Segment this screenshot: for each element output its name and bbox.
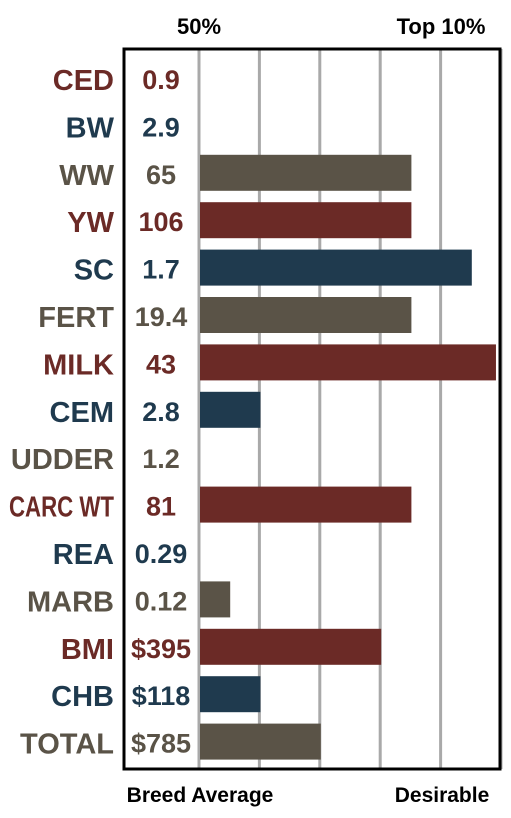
trait-label: MARB bbox=[27, 586, 114, 618]
value-label: 2.9 bbox=[142, 112, 180, 142]
value-label: $395 bbox=[131, 634, 191, 664]
bars bbox=[200, 154, 496, 760]
value-label: 1.7 bbox=[142, 255, 180, 285]
trait-label: TOTAL bbox=[20, 729, 114, 761]
footer-label-breed-average: Breed Average bbox=[127, 784, 274, 807]
value-label: 0.29 bbox=[135, 539, 188, 569]
trait-label: BW bbox=[66, 112, 115, 144]
trait-label: SC bbox=[74, 255, 114, 287]
value-label: 2.8 bbox=[142, 397, 180, 427]
trait-label: MILK bbox=[43, 349, 114, 381]
chart-frame bbox=[122, 47, 502, 771]
value-label: $785 bbox=[131, 729, 191, 759]
bar-total bbox=[200, 723, 321, 760]
value-label: 19.4 bbox=[135, 302, 188, 332]
trait-label: CHB bbox=[51, 681, 114, 713]
value-label: 106 bbox=[138, 207, 183, 237]
value-label: $118 bbox=[132, 681, 191, 711]
bar-cem bbox=[200, 391, 261, 428]
trait-label: YW bbox=[67, 207, 114, 239]
trait-label: UDDER bbox=[11, 444, 114, 476]
value-label: 81 bbox=[146, 492, 176, 522]
trait-label: BMI bbox=[61, 634, 114, 666]
bar-fert bbox=[200, 297, 412, 333]
trait-label: CEM bbox=[50, 397, 114, 429]
bar-yw bbox=[200, 202, 412, 239]
bar-marb bbox=[200, 581, 231, 618]
trait-label: WW bbox=[59, 160, 114, 192]
row-labels: CED 0.9 BW 2.9 WW 65 YW 106 SC 1.7 FERT 19.4 MILK 43 C… bbox=[9, 65, 191, 761]
value-label: 0.12 bbox=[135, 586, 188, 616]
bar-ww bbox=[200, 154, 412, 191]
trait-label: FERT bbox=[38, 302, 114, 334]
value-label: 1.2 bbox=[142, 444, 180, 474]
header-label-50-percent: 50% bbox=[177, 14, 221, 39]
bar-chb bbox=[200, 676, 261, 713]
bar-carc-wt bbox=[200, 486, 412, 523]
value-label: 0.9 bbox=[142, 65, 180, 95]
trait-label: CARC WT bbox=[9, 492, 114, 524]
header-label-top-10-percent: Top 10% bbox=[397, 14, 486, 39]
bar-milk bbox=[200, 344, 496, 381]
footer-label-desirable: Desirable bbox=[395, 784, 490, 807]
bar-bmi bbox=[200, 628, 382, 665]
value-label: 43 bbox=[146, 349, 176, 379]
bar-sc bbox=[200, 249, 472, 286]
trait-label: REA bbox=[53, 539, 114, 571]
trait-label: CED bbox=[53, 65, 114, 97]
value-label: 65 bbox=[146, 160, 176, 190]
